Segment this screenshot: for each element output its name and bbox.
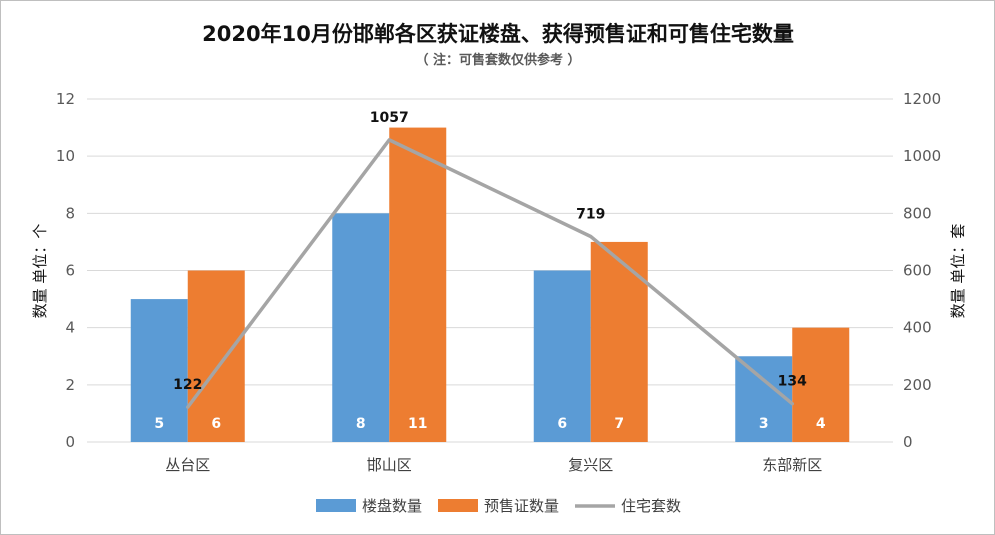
y-left-tick-label: 10 xyxy=(56,147,75,165)
x-category-label: 邯山区 xyxy=(367,456,412,474)
y-right-axis-title: 数量 单位：套 xyxy=(949,224,967,319)
x-category-label: 丛台区 xyxy=(165,456,210,474)
line-value-label: 122 xyxy=(173,377,202,393)
bar xyxy=(792,327,850,442)
legend-label: 楼盘数量 xyxy=(362,497,422,515)
legend-swatch xyxy=(316,499,356,512)
axes: 0 2 4 6 8 10 12 0 200 400 600 800 1000 1200 丛台区 邯山区 复兴区 东… xyxy=(56,90,941,474)
chart-title: 2020年10月份邯郸各区获证楼盘、获得预售证和可售住宅数量 xyxy=(202,22,794,46)
y-left-tick-label: 2 xyxy=(65,376,75,394)
bar xyxy=(533,270,591,442)
bar xyxy=(590,241,648,442)
legend-item: 楼盘数量 xyxy=(316,497,422,515)
y-right-tick-label: 0 xyxy=(903,433,913,451)
y-right-tick-label: 200 xyxy=(903,376,932,394)
chart-subtitle: （ 注：可售套数仅供参考 ） xyxy=(415,52,580,68)
line-value-label: 1057 xyxy=(370,110,409,126)
y-left-tick-label: 4 xyxy=(65,319,75,337)
bar xyxy=(389,127,447,442)
legend-item: 住宅套数 xyxy=(575,497,681,515)
line-series-path xyxy=(186,138,794,409)
bars xyxy=(130,127,850,442)
line-value-label: 134 xyxy=(778,374,807,390)
legend-label: 预售证数量 xyxy=(484,497,559,515)
bar-value-label: 8 xyxy=(356,416,366,432)
legend: 楼盘数量 预售证数量 住宅套数 xyxy=(316,497,681,515)
y-left-tick-label: 0 xyxy=(65,433,75,451)
bar-value-label: 7 xyxy=(614,416,624,432)
y-right-tick-label: 400 xyxy=(903,319,932,337)
bar-value-label: 6 xyxy=(557,416,567,432)
bar xyxy=(735,356,793,442)
y-left-tick-label: 6 xyxy=(65,262,75,280)
x-category-label: 东部新区 xyxy=(762,456,822,474)
line-series xyxy=(186,138,794,409)
bar-value-label: 5 xyxy=(154,416,164,432)
legend-label: 住宅套数 xyxy=(621,497,681,515)
legend-item: 预售证数量 xyxy=(438,497,559,515)
data-labels: 5 6 8 11 6 7 3 4 122 1057 719 134 xyxy=(154,110,826,432)
bar xyxy=(332,213,390,442)
y-right-tick-label: 600 xyxy=(903,262,932,280)
bar xyxy=(187,270,245,442)
bar-value-label: 4 xyxy=(816,416,826,432)
y-right-tick-label: 800 xyxy=(903,204,932,222)
bar xyxy=(130,299,188,442)
y-left-axis-title: 数量 单位：个 xyxy=(31,224,49,319)
bar-value-label: 3 xyxy=(759,416,769,432)
x-category-label: 复兴区 xyxy=(568,456,613,474)
y-right-tick-label: 1000 xyxy=(903,147,941,165)
bar-value-label: 11 xyxy=(408,416,427,432)
bar-value-label: 6 xyxy=(211,416,221,432)
legend-swatch xyxy=(438,499,478,512)
line-value-label: 719 xyxy=(576,206,605,222)
y-left-tick-label: 12 xyxy=(56,90,75,108)
y-right-tick-label: 1200 xyxy=(903,90,941,108)
y-left-tick-label: 8 xyxy=(65,204,75,222)
